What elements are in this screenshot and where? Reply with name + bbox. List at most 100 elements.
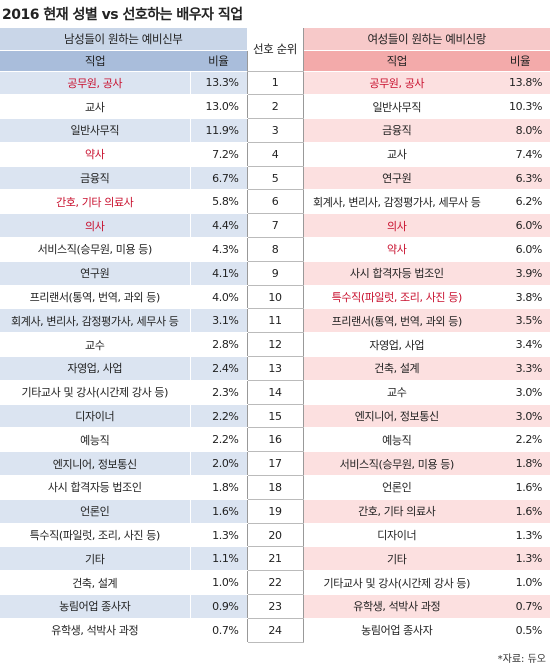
table-row: 자영업, 사업 2.4% 13 건축, 설계 3.3% (0, 356, 550, 381)
job-cell: 간호, 기타 의료사 (303, 499, 490, 524)
rate-cell: 1.8% (190, 475, 247, 500)
job-cell: 엔지니어, 정보통신 (0, 451, 191, 477)
job-cell: 디자이너 (303, 523, 490, 548)
job-cell: 프리랜서(통역, 번역, 과외 등) (303, 308, 490, 334)
rate-cell: 4.1% (190, 261, 247, 286)
table-row: 농림어업 종사자 0.9% 23 유학생, 석박사 과정 0.7% (0, 594, 550, 619)
table-row: 사시 합격자등 법조인 1.8% 18 언론인 1.6% (0, 475, 550, 500)
rate-cell: 1.8% (490, 451, 550, 477)
rate-cell: 3.0% (490, 380, 550, 405)
job-cell: 언론인 (303, 475, 490, 500)
rank-header: 선호 순위 (246, 28, 304, 72)
rank-cell: 20 (246, 523, 304, 548)
job-cell: 자영업, 사업 (303, 332, 490, 358)
job-cell: 교사 (0, 94, 191, 120)
group-header: 남성들이 원하는 예비신부 (0, 28, 248, 51)
rate-cell: 1.6% (490, 475, 550, 500)
job-cell: 회계사, 변리사, 감정평가사, 세무사 등 (303, 189, 490, 215)
rank-cell: 12 (246, 332, 304, 358)
rate-cell: 1.6% (490, 499, 550, 524)
table: 남성들이 원하는 예비신부 선호 순위 여성들이 원하는 예비신랑 직업 비율 … (0, 28, 550, 643)
table-row: 디자이너 2.2% 15 엔지니어, 정보통신 3.0% (0, 404, 550, 429)
rank-cell: 4 (246, 142, 304, 167)
job-cell: 엔지니어, 정보통신 (303, 404, 490, 429)
job-cell: 프리랜서(통역, 번역, 과외 등) (0, 285, 191, 310)
job-cell: 기타교사 및 강사(시간제 강사 등) (0, 380, 191, 405)
job-cell: 특수직(파일럿, 조리, 사진 등) (303, 285, 490, 310)
table-row: 회계사, 변리사, 감정평가사, 세무사 등 3.1% 11 프리랜서(통역, 번역,… (0, 308, 550, 334)
job-cell: 특수직(파일럿, 조리, 사진 등) (0, 523, 191, 548)
table-row: 엔지니어, 정보통신 2.0% 17 서비스직(승무원, 미용 등) 1.8% (0, 451, 550, 477)
rank-cell: 15 (246, 404, 304, 429)
rank-cell: 10 (246, 285, 304, 310)
job-cell: 회계사, 변리사, 감정평가사, 세무사 등 (0, 308, 191, 334)
job-cell: 기타 (303, 546, 490, 572)
job-cell: 유학생, 석박사 과정 (0, 618, 191, 643)
rate-cell: 5.8% (190, 189, 247, 215)
rate-cell: 3.4% (490, 332, 550, 358)
rate-cell: 2.4% (190, 356, 247, 381)
rate-cell: 7.4% (490, 142, 550, 167)
job-cell: 일반사무직 (303, 94, 490, 120)
job-cell: 공무원, 공사 (303, 71, 490, 96)
rank-cell: 21 (246, 546, 304, 572)
source: *자료: 듀오 (497, 654, 546, 665)
job-cell: 의사 (303, 213, 490, 239)
job-cell: 예능직 (303, 427, 490, 453)
rank-cell: 2 (246, 94, 304, 120)
column-header: 비율 (490, 50, 550, 72)
table-row: 프리랜서(통역, 번역, 과외 등) 4.0% 10 특수직(파일럿, 조리, 사진 … (0, 285, 550, 310)
table-row: 약사 7.2% 4 교사 7.4% (0, 142, 550, 167)
rate-cell: 3.9% (490, 261, 550, 286)
rate-cell: 8.0% (490, 118, 550, 143)
rank-cell: 9 (246, 261, 304, 286)
rate-cell: 6.0% (490, 213, 550, 239)
rank-cell: 5 (246, 166, 304, 191)
rank-cell: 19 (246, 499, 304, 524)
rate-cell: 10.3% (490, 94, 550, 120)
rank-cell: 3 (246, 118, 304, 143)
rate-cell: 2.2% (190, 427, 247, 453)
table-row: 기타 1.1% 21 기타 1.3% (0, 546, 550, 572)
rate-cell: 2.0% (190, 451, 247, 477)
rate-cell: 13.3% (190, 71, 247, 96)
rate-cell: 6.0% (490, 237, 550, 262)
job-cell: 기타교사 및 강사(시간제 강사 등) (303, 570, 490, 596)
table-row: 일반사무직 11.9% 3 금융직 8.0% (0, 118, 550, 143)
table-row: 예능직 2.2% 16 예능직 2.2% (0, 427, 550, 453)
job-cell: 금융직 (303, 118, 490, 143)
rate-cell: 1.1% (190, 546, 247, 572)
rank-cell: 17 (246, 451, 304, 477)
rate-cell: 3.8% (490, 285, 550, 310)
column-header: 직업 (0, 50, 190, 72)
job-cell: 농림어업 종사자 (0, 594, 191, 619)
table-row: 서비스직(승무원, 미용 등) 4.3% 8 약사 6.0% (0, 237, 550, 262)
rate-cell: 0.7% (190, 618, 247, 643)
job-cell: 서비스직(승무원, 미용 등) (303, 451, 490, 477)
job-cell: 자영업, 사업 (0, 356, 191, 381)
title: 2016 현재 성별 vs 선호하는 배우자 직업 (2, 7, 243, 23)
rate-cell: 1.3% (490, 546, 550, 572)
job-cell: 의사 (0, 213, 191, 239)
rate-cell: 3.3% (490, 356, 550, 381)
table-row: 금융직 6.7% 5 연구원 6.3% (0, 166, 550, 191)
rate-cell: 11.9% (190, 118, 247, 143)
rank-cell: 13 (246, 356, 304, 381)
rank-cell: 1 (246, 71, 304, 96)
job-cell: 건축, 설계 (303, 356, 490, 381)
job-cell: 약사 (303, 237, 490, 262)
job-cell: 연구원 (303, 166, 490, 191)
job-cell: 언론인 (0, 499, 191, 524)
rate-cell: 1.3% (190, 523, 247, 548)
rate-cell: 6.3% (490, 166, 550, 191)
table-row: 특수직(파일럿, 조리, 사진 등) 1.3% 20 디자이너 1.3% (0, 523, 550, 548)
rate-cell: 1.0% (490, 570, 550, 596)
table-row: 간호, 기타 의료사 5.8% 6 회계사, 변리사, 감정평가사, 세무사 등 6.2… (0, 189, 550, 215)
rate-cell: 4.4% (190, 213, 247, 239)
job-cell: 유학생, 석박사 과정 (303, 594, 490, 619)
rate-cell: 13.0% (190, 94, 247, 120)
rate-cell: 3.1% (190, 308, 247, 334)
job-cell: 서비스직(승무원, 미용 등) (0, 237, 191, 262)
table-row: 의사 4.4% 7 의사 6.0% (0, 213, 550, 239)
rate-cell: 0.9% (190, 594, 247, 619)
